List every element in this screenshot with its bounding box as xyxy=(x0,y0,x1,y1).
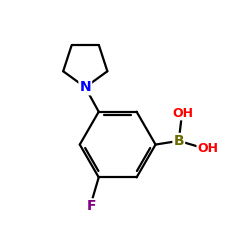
Text: OH: OH xyxy=(197,142,218,155)
Text: OH: OH xyxy=(172,107,193,120)
Text: B: B xyxy=(174,134,184,148)
Text: F: F xyxy=(87,199,96,213)
Text: N: N xyxy=(80,80,91,94)
